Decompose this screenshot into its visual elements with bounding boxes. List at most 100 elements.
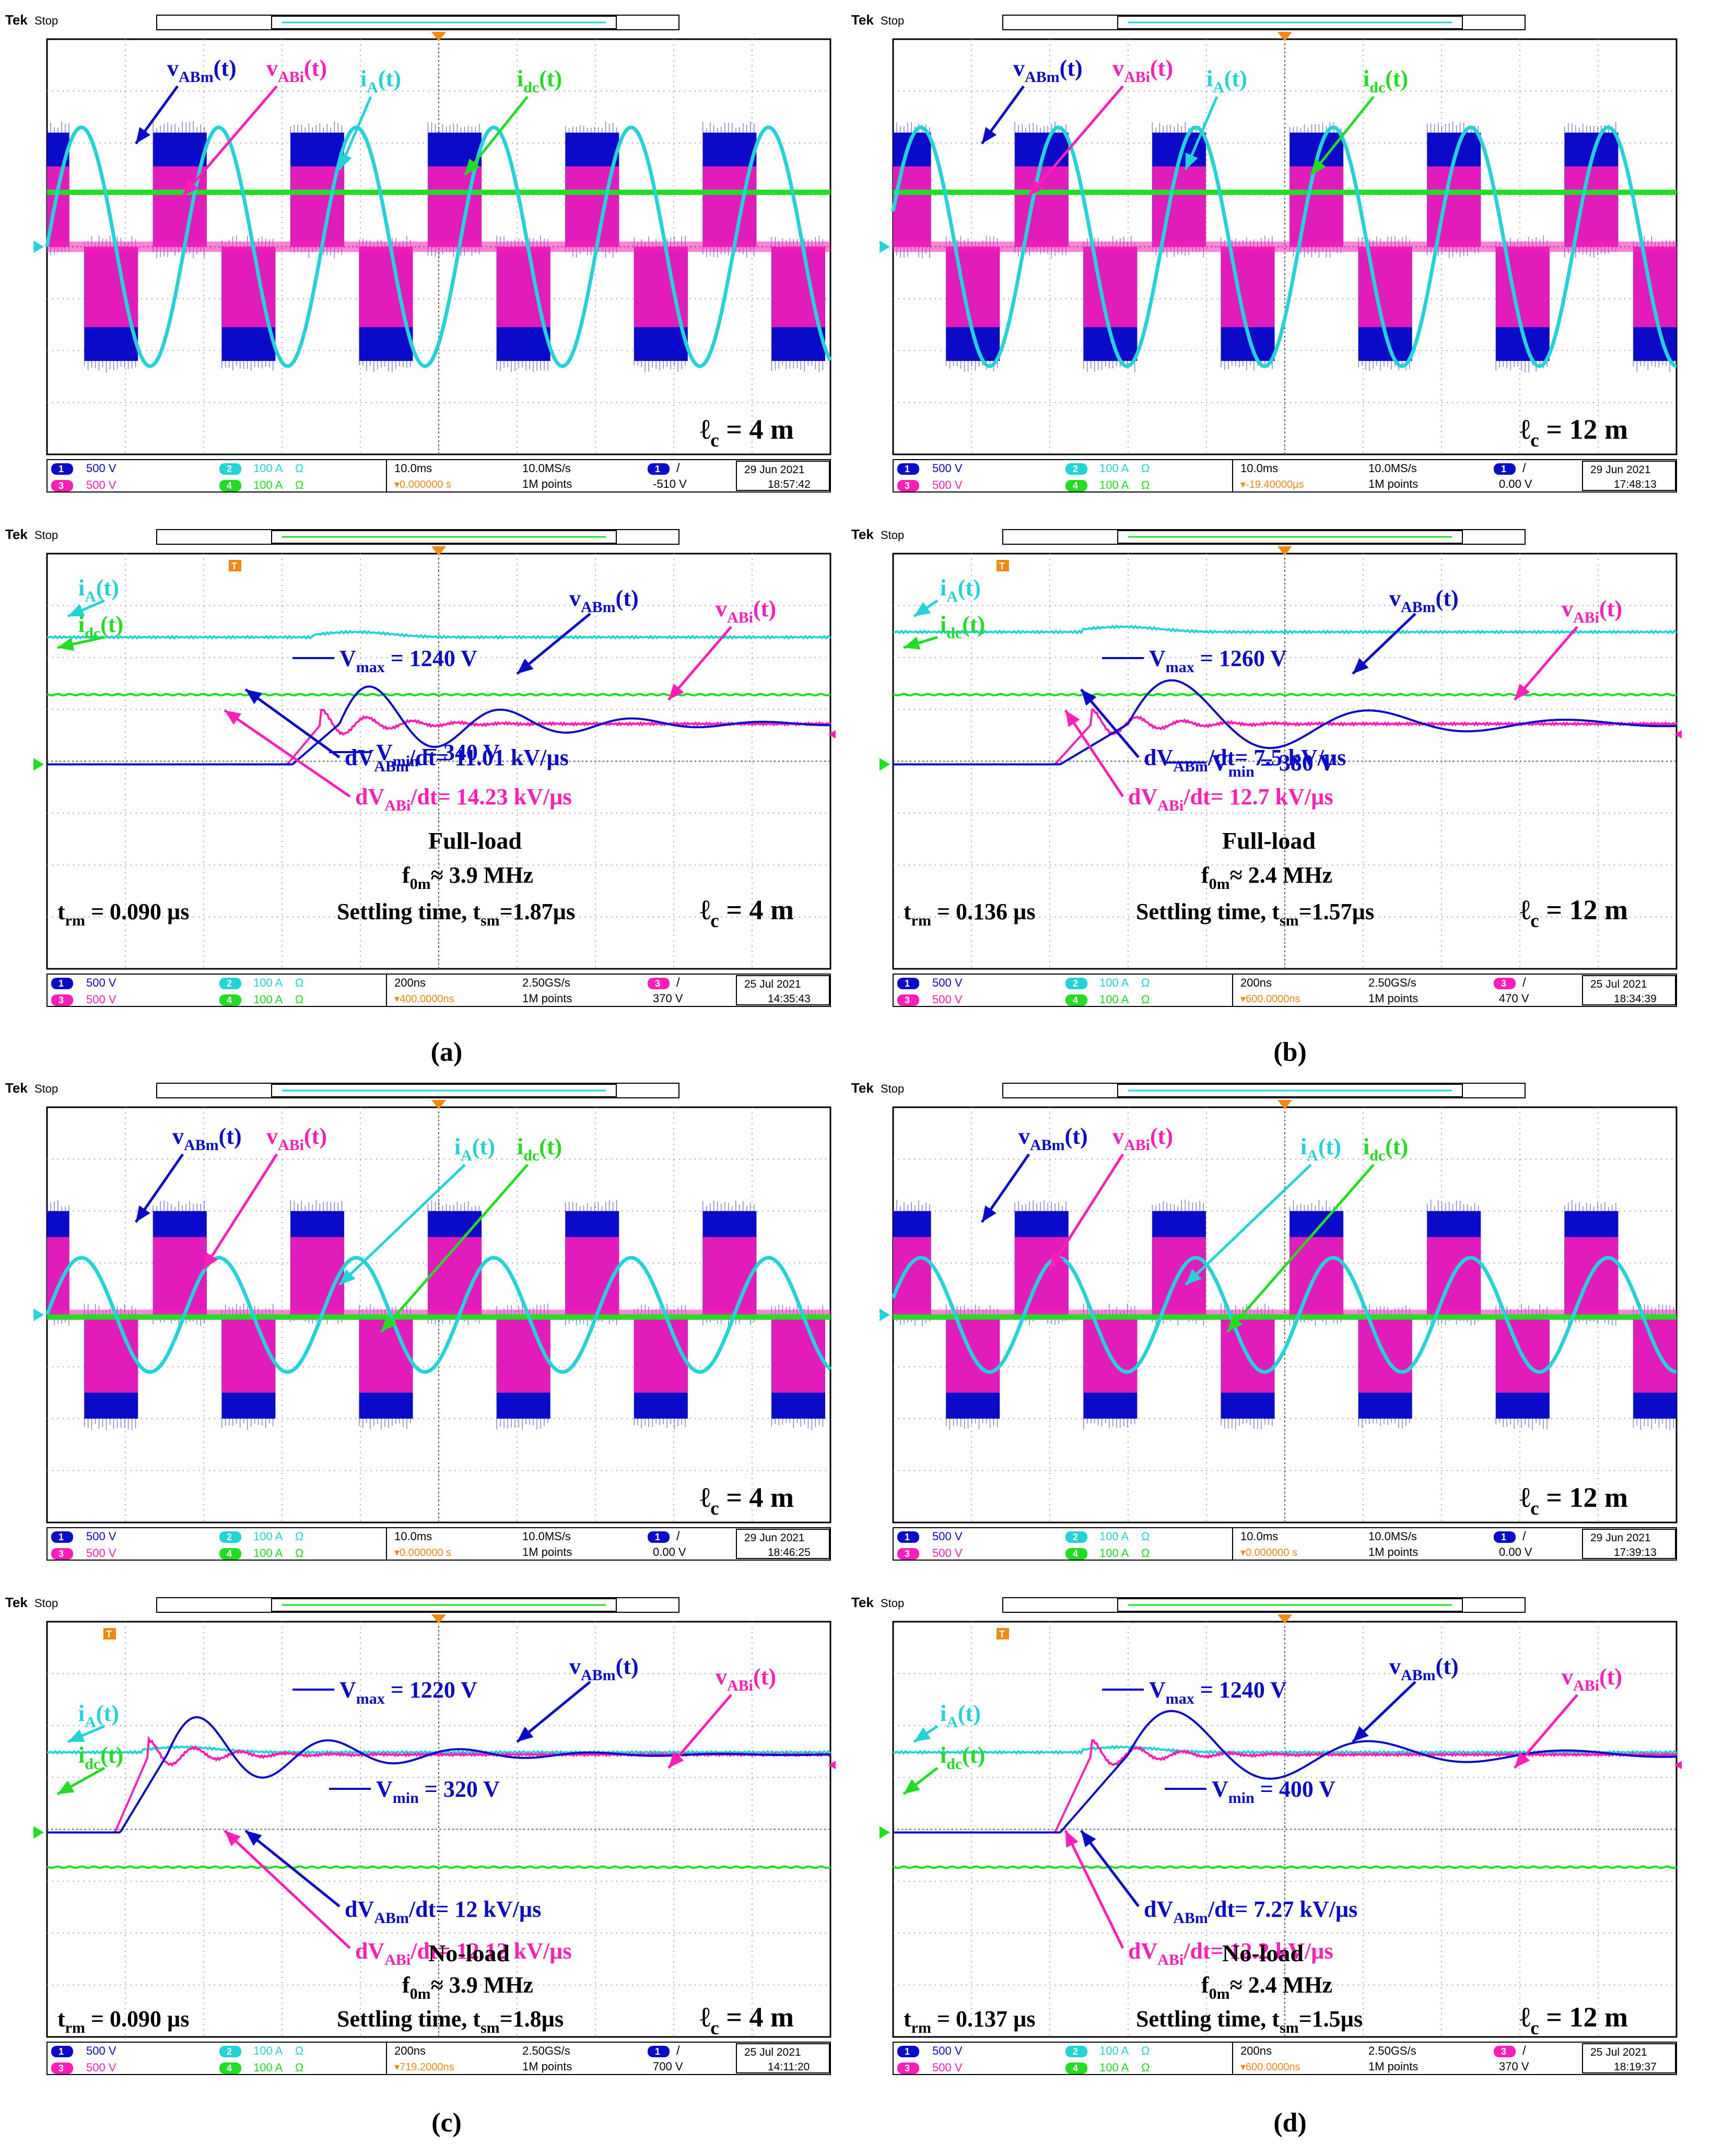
caption-a: (a) xyxy=(394,1037,499,1068)
capture-time: 17:39:13 xyxy=(1614,1546,1657,1559)
channel-scale: 100 A xyxy=(253,993,283,1006)
record-length: 1M points xyxy=(1368,2060,1418,2073)
timebase-value: 10.0ms xyxy=(394,462,432,475)
channel-scale: 100 A xyxy=(1099,1546,1129,1560)
channel-scale: 100 A xyxy=(253,1530,283,1543)
channel-number: 3 xyxy=(905,1549,910,1559)
coupling-icon: Ω xyxy=(295,1530,303,1543)
tek-logo: Tek xyxy=(851,12,874,28)
load-condition: Full-load xyxy=(1222,827,1316,854)
tek-logo: Tek xyxy=(851,1595,874,1610)
trigger-level: 470 V xyxy=(1499,992,1529,1005)
trigger-channel: 1 xyxy=(655,464,660,474)
pwm-block-vABi xyxy=(1084,247,1138,327)
trigger-marker-label: T xyxy=(106,1629,112,1639)
trigger-slope-icon: / xyxy=(1522,2044,1526,2058)
series-idc xyxy=(893,190,1677,195)
coupling-icon: Ω xyxy=(295,1546,303,1560)
trigger-slope-icon: / xyxy=(1522,976,1526,990)
coupling-icon: Ω xyxy=(295,462,303,475)
channel-number: 4 xyxy=(1073,2063,1078,2073)
capture-date: 25 Jul 2021 xyxy=(744,978,801,990)
ch2-ground-label: 2 xyxy=(29,243,34,253)
coupling-icon: Ω xyxy=(1141,1530,1150,1543)
trigger-slope-icon: / xyxy=(676,2044,680,2058)
channel-number: 3 xyxy=(905,481,910,491)
ch2-ground-label: 2 xyxy=(875,1311,881,1321)
pwm-block-vABi xyxy=(497,1315,550,1393)
record-length: 1M points xyxy=(1368,992,1418,1005)
channel-scale: 500 V xyxy=(932,462,963,475)
acquisition-state: Stop xyxy=(881,529,904,542)
capture-date: 29 Jun 2021 xyxy=(1590,1532,1651,1544)
pwm-block-vABi xyxy=(85,1315,138,1393)
scope-b-bottom: Tek Stop TiA(t) idc(t) vABm(t) vABi(t) Vmax = … xyxy=(851,526,1682,1006)
timebase-value: 10.0ms xyxy=(1240,1530,1278,1543)
channel-scale: 500 V xyxy=(932,993,963,1006)
record-length: 1M points xyxy=(522,992,572,1005)
channel-number: 2 xyxy=(1073,978,1078,989)
pwm-block-vABi xyxy=(634,1315,688,1393)
channel-scale: 500 V xyxy=(86,2061,116,2074)
trigger-channel: 3 xyxy=(655,978,660,989)
ch4-ground-marker xyxy=(880,758,890,771)
pwm-zero-band xyxy=(47,242,830,252)
channel-scale: 500 V xyxy=(932,1546,963,1560)
pwm-block-vABi xyxy=(1221,247,1275,327)
capture-time: 18:19:37 xyxy=(1614,2061,1657,2073)
ch2-ground-marker xyxy=(33,241,44,253)
channel-number: 4 xyxy=(1073,1549,1078,1559)
sample-rate: 2.50GS/s xyxy=(522,2044,570,2057)
channel-number: 2 xyxy=(227,1532,232,1542)
pwm-block-vABi xyxy=(1015,166,1069,247)
channel-scale: 500 V xyxy=(932,478,963,491)
caption-b: (b) xyxy=(1238,1037,1342,1068)
channel-scale: 500 V xyxy=(86,1546,116,1560)
channel-number: 2 xyxy=(227,978,232,989)
channel-number: 3 xyxy=(58,995,64,1005)
series-idc xyxy=(893,1315,1677,1320)
tek-logo: Tek xyxy=(5,12,28,28)
acquisition-state: Stop xyxy=(34,529,58,542)
capture-time: 14:11:20 xyxy=(768,2061,810,2073)
channel-number: 4 xyxy=(227,995,232,1005)
channel-number: 1 xyxy=(58,2046,64,2057)
channel-number: 4 xyxy=(1073,995,1078,1005)
load-condition: No-load xyxy=(428,1940,510,1966)
trigger-level: 370 V xyxy=(1499,2060,1529,2073)
timebase-value: 200ns xyxy=(1240,2044,1272,2057)
trigger-marker-label: T xyxy=(999,561,1005,571)
coupling-icon: Ω xyxy=(1141,478,1150,491)
trigger-channel: 1 xyxy=(1501,464,1506,474)
trigger-slope-icon: / xyxy=(676,461,680,475)
timebase-value: 200ns xyxy=(1240,976,1272,989)
capture-time: 18:57:42 xyxy=(768,478,811,490)
channel-number: 2 xyxy=(1073,464,1078,474)
acquisition-state: Stop xyxy=(881,14,904,27)
channel-number: 3 xyxy=(58,481,64,491)
scope-d-top: Tek Stop2vABm(t) vABi(t) iA(t) idc(t)ℓc = 12… xyxy=(851,1080,1677,1560)
scope-a-bottom: Tek StopTiA(t)idc(t)vABm(t) vABi(t)Vmax = … xyxy=(5,526,836,1006)
channel-scale: 100 A xyxy=(1099,478,1129,491)
sample-rate: 10.0MS/s xyxy=(522,1530,571,1543)
scope-c-top: Tek Stop2vABm(t) vABi(t) iA(t) idc(t)ℓc = 4 … xyxy=(5,1080,830,1560)
channel-scale: 100 A xyxy=(1099,2044,1129,2057)
coupling-icon: Ω xyxy=(1141,2044,1150,2057)
capture-date: 29 Jun 2021 xyxy=(744,464,805,476)
load-condition: No-load xyxy=(1222,1940,1304,1966)
trigger-level: -510 V xyxy=(653,477,687,490)
channel-scale: 500 V xyxy=(86,1530,116,1543)
pwm-block-vABi xyxy=(703,1237,757,1315)
trigger-channel: 3 xyxy=(1501,2046,1506,2057)
capture-time: 18:34:39 xyxy=(1614,993,1657,1005)
trigger-marker-label: T xyxy=(231,561,237,571)
channel-number: 1 xyxy=(58,464,64,474)
timebase-value: 10.0ms xyxy=(394,1530,432,1543)
coupling-icon: Ω xyxy=(1141,993,1150,1006)
channel-scale: 500 V xyxy=(932,2044,963,2057)
channel-scale: 100 A xyxy=(253,462,283,475)
capture-date: 29 Jun 2021 xyxy=(744,1532,805,1544)
record-length: 1M points xyxy=(1368,477,1418,490)
trigger-channel: 1 xyxy=(655,2046,660,2057)
tek-logo: Tek xyxy=(5,526,28,542)
